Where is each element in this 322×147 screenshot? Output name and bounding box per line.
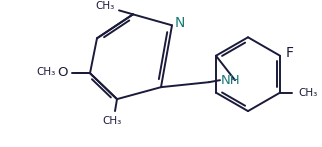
Text: F: F <box>286 46 294 60</box>
Text: N: N <box>175 16 185 30</box>
Text: O: O <box>57 66 67 79</box>
Text: CH₃: CH₃ <box>298 88 318 98</box>
Text: CH₃: CH₃ <box>36 67 56 77</box>
Text: CH₃: CH₃ <box>102 116 122 126</box>
Text: NH: NH <box>221 74 241 87</box>
Text: CH₃: CH₃ <box>95 1 115 11</box>
